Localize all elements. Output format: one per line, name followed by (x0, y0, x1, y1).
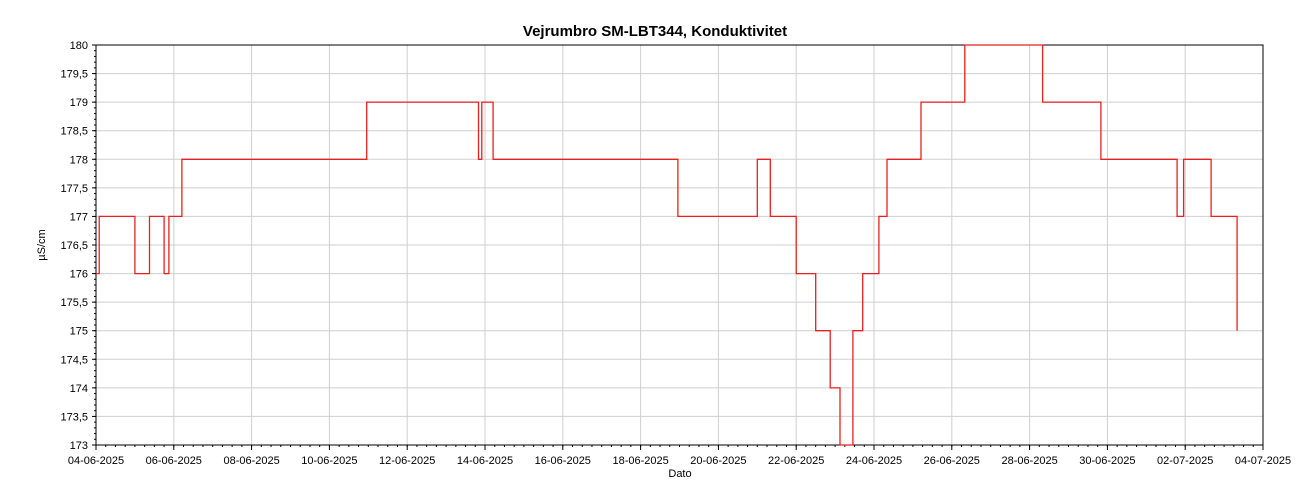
x-tick-label: 22-06-2025 (768, 455, 824, 467)
x-axis-label: Dato (668, 468, 691, 480)
x-tick-label: 02-07-2025 (1157, 455, 1213, 467)
x-tick-label: 24-06-2025 (846, 455, 902, 467)
y-tick-label: 178 (70, 154, 88, 166)
y-tick-label: 175,5 (60, 297, 88, 309)
y-tick-label: 177,5 (60, 183, 88, 195)
y-tick-label: 174 (70, 383, 88, 395)
x-tick-label: 12-06-2025 (379, 455, 435, 467)
x-tick-label: 10-06-2025 (301, 455, 357, 467)
x-tick-label: 18-06-2025 (612, 455, 668, 467)
y-tick-label: 173,5 (60, 411, 88, 423)
y-tick-label: 176,5 (60, 240, 88, 252)
x-tick-label: 26-06-2025 (924, 455, 980, 467)
series-group (96, 44, 1238, 446)
y-tick-label: 179,5 (60, 69, 88, 81)
x-tick-label: 30-06-2025 (1079, 455, 1135, 467)
y-tick-label: 174,5 (60, 354, 88, 366)
y-tick-label: 176 (70, 269, 88, 281)
x-tick-label: 06-06-2025 (146, 455, 202, 467)
grid-lines (95, 44, 1264, 446)
x-tick-label: 04-06-2025 (68, 455, 124, 467)
y-axis-label: µS/cm (36, 229, 48, 260)
x-tick-label: 28-06-2025 (1001, 455, 1057, 467)
x-axis: 04-06-2025 06-06-2025 08-06-2025 10-06-2025… (68, 445, 1291, 467)
series-line (96, 44, 1238, 446)
y-axis: 173 173,5 174 174,5 175 175,5 176 176,5 177 177,5… (60, 40, 96, 452)
x-tick-label: 04-07-2025 (1235, 455, 1291, 467)
y-tick-label: 177 (70, 211, 88, 223)
chart-title: Vejrumbro SM-LBT344, Konduktivitet (523, 23, 787, 40)
y-tick-label: 180 (70, 40, 88, 52)
x-tick-label: 20-06-2025 (690, 455, 746, 467)
y-tick-label: 179 (70, 97, 88, 109)
y-tick-label: 178,5 (60, 126, 88, 138)
x-tick-label: 08-06-2025 (223, 455, 279, 467)
x-tick-label: 16-06-2025 (535, 455, 591, 467)
x-tick-label: 14-06-2025 (457, 455, 513, 467)
y-tick-label: 175 (70, 326, 88, 338)
y-tick-label: 173 (70, 440, 88, 452)
